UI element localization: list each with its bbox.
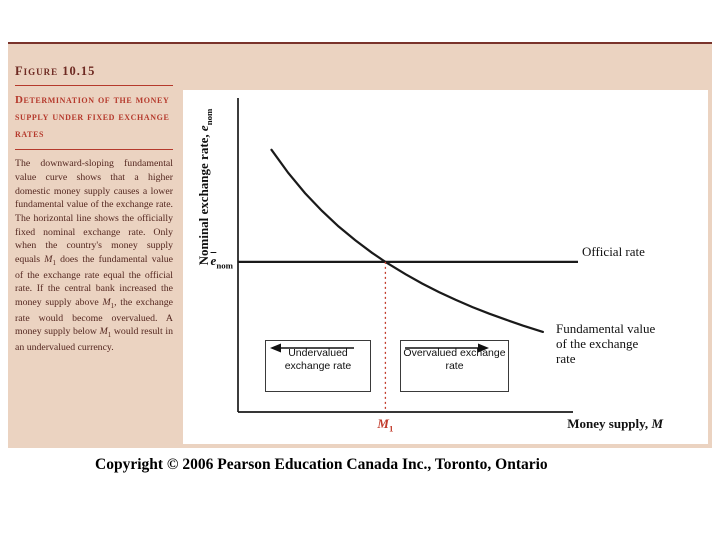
divider <box>15 85 173 86</box>
chart-area: Nominal exchange rate, enom Money supply… <box>183 90 708 444</box>
figure-caption: The downward-sloping fundamental value c… <box>15 158 173 353</box>
official-rate-label: Official rate <box>582 243 645 259</box>
official-rate-value: enom <box>210 252 233 271</box>
x-axis-label: Money supply, M <box>567 416 663 431</box>
figure-heading: Determination of the money supply under … <box>15 94 170 141</box>
copyright-line: Copyright © 2006 Pearson Education Canad… <box>95 456 548 473</box>
left-arrow-icon <box>270 343 354 353</box>
figure-caption-column: Figure 10.15 Determination of the money … <box>15 64 173 355</box>
chart-canvas <box>237 98 578 413</box>
equilibrium-money-label: M1 <box>377 416 394 434</box>
right-arrow-icon <box>405 343 489 353</box>
divider <box>15 149 173 151</box>
y-axis-label: Nominal exchange rate, enom <box>196 108 214 266</box>
overvalued-region-box: Overvalued exchange rate <box>400 340 509 392</box>
undervalued-region-label: Undervalued exchange rate <box>284 347 352 373</box>
figure-label: Figure 10.15 <box>15 64 96 78</box>
figure-panel: Figure 10.15 Determination of the money … <box>8 42 712 448</box>
undervalued-region-box: Undervalued exchange rate <box>265 340 371 392</box>
fundamental-value-label: Fundamental value of the exchange rate <box>556 321 656 366</box>
